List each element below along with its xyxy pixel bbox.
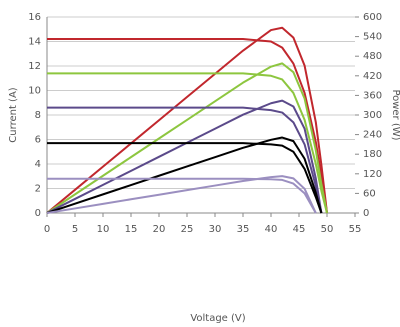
series-line xyxy=(47,38,328,214)
x-tick-label: 5 xyxy=(72,224,78,235)
series-line xyxy=(47,142,323,214)
x-tick-label: 55 xyxy=(349,224,362,235)
y2-axis-label: Power (W) xyxy=(390,89,400,140)
series-line xyxy=(46,62,328,214)
y2-tick-label: 300 xyxy=(363,110,382,121)
y-tick-label: 8 xyxy=(35,110,41,121)
y-axis-label: Current (A) xyxy=(8,87,19,142)
x-tick-label: 25 xyxy=(181,224,194,235)
x-tick-label: 15 xyxy=(125,224,138,235)
y2-tick-label: 360 xyxy=(363,90,382,101)
y-tick-label: 4 xyxy=(35,159,41,170)
series-line xyxy=(47,72,328,214)
y2-tick-label: 240 xyxy=(363,130,382,141)
x-tick-label: 45 xyxy=(293,224,306,235)
y-tick-label: 2 xyxy=(35,184,41,195)
series-line xyxy=(47,106,323,214)
y2-tick-label: 120 xyxy=(363,169,382,180)
y-tick-label: 16 xyxy=(28,12,41,23)
series-line xyxy=(46,99,323,214)
series-line xyxy=(46,175,317,214)
y-tick-label: 6 xyxy=(35,135,41,146)
y2-tick-label: 480 xyxy=(363,51,382,62)
x-tick-label: 35 xyxy=(237,224,250,235)
series-line xyxy=(46,136,323,214)
y-tick-label: 0 xyxy=(35,208,41,219)
x-tick-label: 50 xyxy=(321,224,334,235)
y2-tick-label: 420 xyxy=(363,71,382,82)
series-line xyxy=(46,26,328,214)
y2-tick-label: 600 xyxy=(363,12,382,23)
y2-tick-label: 0 xyxy=(363,208,369,219)
x-tick-label: 30 xyxy=(209,224,222,235)
x-tick-label: 0 xyxy=(44,224,50,235)
x-tick-label: 40 xyxy=(265,224,278,235)
y-tick-label: 12 xyxy=(28,61,41,72)
y2-tick-label: 180 xyxy=(363,149,382,160)
y2-tick-label: 60 xyxy=(363,188,376,199)
x-axis-label: Voltage (V) xyxy=(190,313,245,324)
y-tick-label: 10 xyxy=(28,86,41,97)
x-tick-label: 20 xyxy=(153,224,166,235)
y-tick-label: 14 xyxy=(28,37,41,48)
y2-tick-label: 540 xyxy=(363,32,382,43)
x-tick-label: 10 xyxy=(97,224,110,235)
series-line xyxy=(47,177,317,214)
